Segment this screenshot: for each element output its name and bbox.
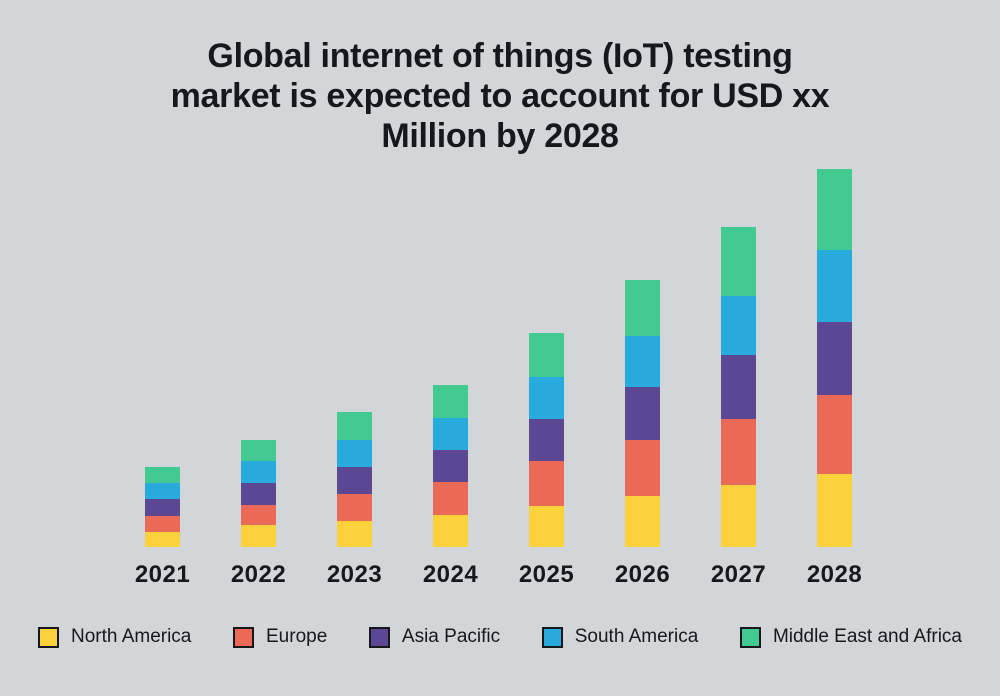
segment-south-america-2025: [529, 377, 564, 419]
x-label-slot-2023: 2023: [327, 561, 382, 589]
legend-swatch-middle-east-and-africa: [739, 626, 761, 648]
chart-title-line-1: Global internet of things (IoT) testing: [207, 37, 793, 75]
segment-north-america-2028: [817, 474, 852, 547]
segment-north-america-2024: [433, 515, 468, 547]
legend-item-south-america: South America: [541, 626, 699, 648]
segment-north-america-2023: [337, 521, 372, 547]
legend-label-asia-pacific: Asia Pacific: [401, 626, 501, 647]
segment-europe-2022: [241, 505, 276, 525]
segment-middle-east-and-africa-2023: [337, 412, 372, 440]
x-label-2023: 2023: [326, 561, 383, 588]
legend: North America Europe Asia Pacific South Ame…: [38, 626, 962, 648]
x-label-2027: 2027: [710, 561, 767, 588]
segment-middle-east-and-africa-2025: [529, 333, 564, 377]
segment-europe-2026: [625, 440, 660, 496]
segment-north-america-2022: [241, 525, 276, 547]
legend-item-asia-pacific: Asia Pacific: [368, 626, 501, 648]
x-label-slot-2028: 2028: [807, 561, 862, 589]
segment-middle-east-and-africa-2021: [145, 467, 180, 483]
x-label-slot-2027: 2027: [711, 561, 766, 589]
segment-middle-east-and-africa-2027: [721, 227, 756, 296]
x-label-2024: 2024: [422, 561, 479, 588]
x-label-2021: 2021: [134, 561, 191, 588]
x-label-slot-2021: 2021: [135, 561, 190, 589]
segment-south-america-2026: [625, 336, 660, 387]
segment-south-america-2021: [145, 483, 180, 499]
legend-swatch-asia-pacific: [368, 626, 390, 648]
segment-south-america-2022: [241, 461, 276, 483]
legend-label-south-america: South America: [574, 626, 699, 647]
segment-europe-2025: [529, 461, 564, 506]
x-label-slot-2022: 2022: [231, 561, 286, 589]
bar-2024: [433, 385, 468, 547]
bar-2021: [145, 467, 180, 547]
segment-south-america-2024: [433, 418, 468, 450]
legend-item-europe: Europe: [233, 626, 327, 648]
x-label-slot-2025: 2025: [519, 561, 574, 589]
legend-swatch-north-america: [38, 626, 59, 648]
segment-asia-pacific-2022: [241, 483, 276, 505]
legend-swatch-south-america: [541, 626, 563, 648]
segment-europe-2024: [433, 482, 468, 515]
bar-2027: [721, 227, 756, 547]
legend-item-north-america: North America: [38, 626, 191, 648]
segment-asia-pacific-2027: [721, 355, 756, 419]
segment-north-america-2026: [625, 496, 660, 547]
legend-label-europe: Europe: [266, 626, 328, 647]
legend-label-north-america: North America: [71, 626, 192, 647]
segment-middle-east-and-africa-2022: [241, 440, 276, 461]
segment-asia-pacific-2028: [817, 322, 852, 395]
segment-north-america-2021: [145, 532, 180, 547]
x-axis-labels: 2021 2022 2023 2024 2025 2026 2027 2028: [135, 561, 862, 589]
legend-swatch-europe: [233, 626, 254, 648]
segment-middle-east-and-africa-2024: [433, 385, 468, 418]
x-label-2022: 2022: [230, 561, 287, 588]
segment-asia-pacific-2026: [625, 387, 660, 440]
segment-asia-pacific-2025: [529, 419, 564, 461]
x-label-slot-2024: 2024: [423, 561, 478, 589]
bar-2023: [337, 412, 372, 547]
segment-middle-east-and-africa-2028: [817, 169, 852, 250]
segment-europe-2023: [337, 494, 372, 521]
legend-item-middle-east-and-africa: Middle East and Africa: [739, 626, 962, 648]
x-label-2025: 2025: [518, 561, 575, 588]
segment-europe-2027: [721, 419, 756, 485]
segment-south-america-2028: [817, 250, 852, 322]
bar-2022: [241, 440, 276, 547]
plot-area: [145, 169, 852, 547]
segment-europe-2028: [817, 395, 852, 474]
x-label-slot-2026: 2026: [615, 561, 670, 589]
segment-europe-2021: [145, 516, 180, 532]
bar-2025: [529, 333, 564, 547]
chart-title: Global internet of things (IoT) testing …: [0, 36, 1000, 156]
bar-2028: [817, 169, 852, 547]
segment-asia-pacific-2024: [433, 450, 468, 482]
segment-south-america-2023: [337, 440, 372, 467]
x-label-2028: 2028: [806, 561, 863, 588]
chart-title-line-2: market is expected to account for USD xx: [170, 77, 830, 115]
x-label-2026: 2026: [614, 561, 671, 588]
segment-middle-east-and-africa-2026: [625, 280, 660, 336]
chart-title-line-3: Million by 2028: [381, 117, 619, 155]
segment-north-america-2027: [721, 485, 756, 547]
segment-north-america-2025: [529, 506, 564, 547]
segment-asia-pacific-2023: [337, 467, 372, 494]
legend-label-middle-east-and-africa: Middle East and Africa: [772, 626, 962, 647]
bar-2026: [625, 280, 660, 547]
segment-asia-pacific-2021: [145, 499, 180, 516]
segment-south-america-2027: [721, 296, 756, 355]
